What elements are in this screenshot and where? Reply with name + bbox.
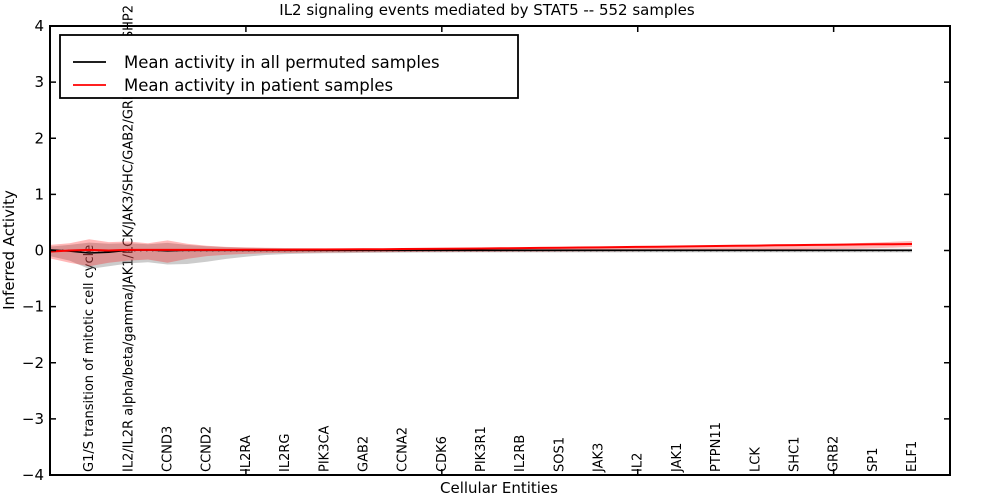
x-tick-label: CCND2 bbox=[200, 426, 215, 472]
y-tick-label: 2 bbox=[34, 129, 44, 147]
y-tick-label: −4 bbox=[22, 466, 44, 484]
x-tick-label: PIK3CA bbox=[317, 425, 332, 472]
legend-box bbox=[59, 34, 519, 99]
y-tick-label: −3 bbox=[22, 410, 44, 428]
y-axis-label: Inferred Activity bbox=[0, 190, 18, 310]
x-tick-label: JAK1 bbox=[670, 443, 685, 473]
x-tick-label: GRB2 bbox=[827, 436, 842, 472]
patient-mean-line bbox=[49, 243, 913, 253]
patient-activity-range-band bbox=[50, 239, 912, 267]
x-tick-label: PTPN11 bbox=[709, 422, 724, 472]
x-tick-label: IL2/IL2R alpha/beta/gamma/JAK1/LCK/JAK3/… bbox=[121, 5, 136, 472]
legend-permuted-label: Mean activity in all permuted samples bbox=[124, 53, 440, 72]
chart-title: IL2 signaling events mediated by STAT5 -… bbox=[279, 1, 695, 19]
legend-patient-label: Mean activity in patient samples bbox=[124, 76, 393, 95]
x-axis-label: Cellular Entities bbox=[440, 479, 558, 497]
x-tick-label: IL2RB bbox=[513, 435, 528, 472]
y-tick-label: 3 bbox=[34, 73, 44, 91]
x-tick-label: IL2RG bbox=[278, 434, 293, 472]
y-tick-label: −1 bbox=[22, 298, 44, 316]
plot-area: G1/S transition of mitotic cell cycle IL2… bbox=[22, 5, 951, 484]
x-tick-label: SHC1 bbox=[787, 437, 802, 472]
x-tick-label: CDK6 bbox=[435, 436, 450, 472]
x-tick-label: G1/S transition of mitotic cell cycle bbox=[82, 245, 97, 472]
y-tick-label: −2 bbox=[22, 354, 44, 372]
y-tick-label: 1 bbox=[34, 185, 44, 203]
x-tick-label: PIK3R1 bbox=[474, 426, 489, 472]
x-tick-label: CCNA2 bbox=[396, 427, 411, 472]
x-tick-label: LCK bbox=[748, 447, 763, 472]
x-tick-label: JAK3 bbox=[592, 443, 607, 473]
y-tick-label: 0 bbox=[34, 242, 44, 260]
x-tick-label: ELF1 bbox=[905, 441, 920, 472]
x-tick-label: SP1 bbox=[866, 448, 881, 472]
legend: Mean activity in all permuted samples Me… bbox=[59, 34, 519, 99]
x-tick-label: CCND3 bbox=[161, 426, 176, 472]
x-tick-label: IL2RA bbox=[239, 435, 254, 472]
x-tick-label: SOS1 bbox=[552, 437, 567, 472]
y-tick-label: 4 bbox=[34, 17, 44, 35]
x-tick-label: IL2 bbox=[631, 453, 646, 472]
x-tick-label: GAB2 bbox=[356, 436, 371, 472]
